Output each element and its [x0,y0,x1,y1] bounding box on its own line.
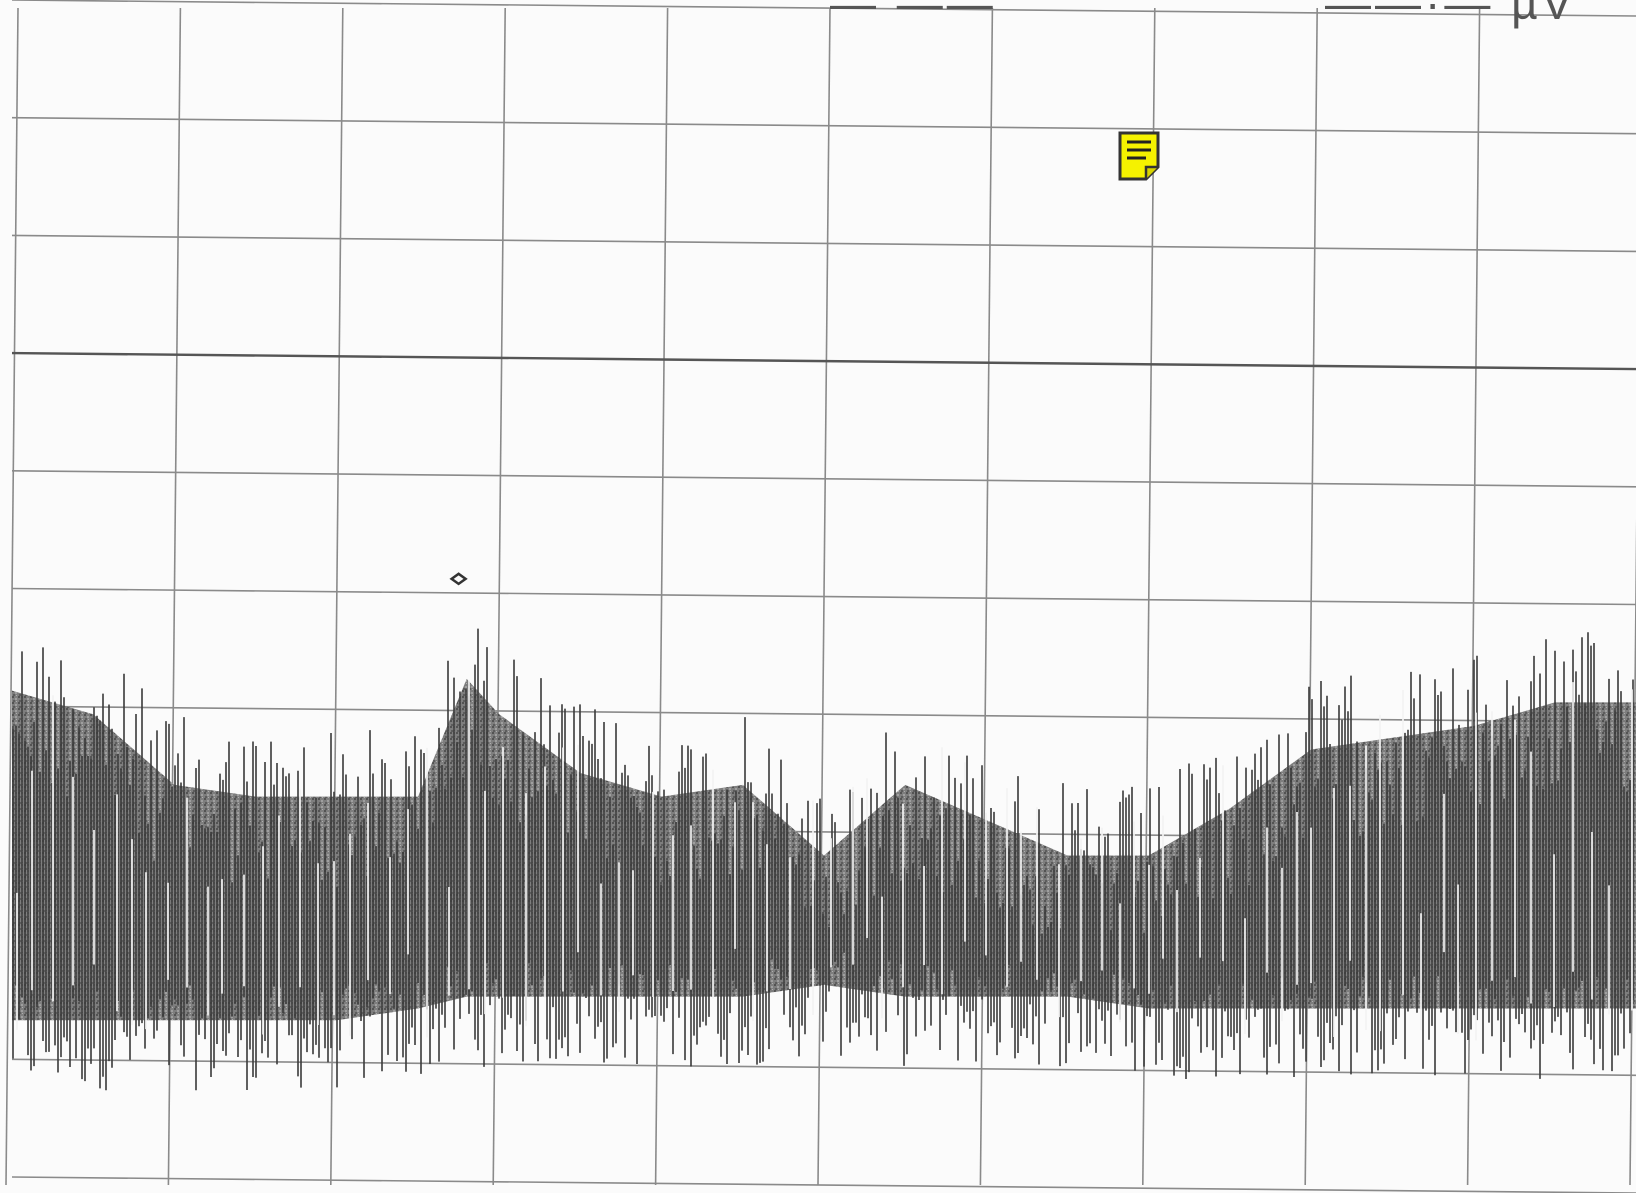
signal-strokes [12,628,1634,1091]
grid-line-horizontal [11,1176,1636,1193]
sticky-note-icon[interactable] [1118,131,1160,181]
readout-left: — —— [830,0,997,29]
grid-line-horizontal [11,116,1636,135]
grid-line-horizontal [11,1058,1636,1077]
grid-line-horizontal [11,705,1636,723]
signal-trace [12,572,1636,1091]
signal-gaps [16,680,1633,1041]
grid-line-horizontal [11,0,1636,17]
readout-right: ——·— µV [1325,0,1577,29]
grid-line-horizontal [11,470,1636,488]
grid-line-vertical [5,7,19,1186]
grid-line-horizontal [11,587,1636,606]
grid-line-vertical [492,7,506,1186]
grid-line-horizontal [11,234,1636,253]
grid-line-horizontal [11,351,1636,371]
peak-marker [449,572,468,586]
